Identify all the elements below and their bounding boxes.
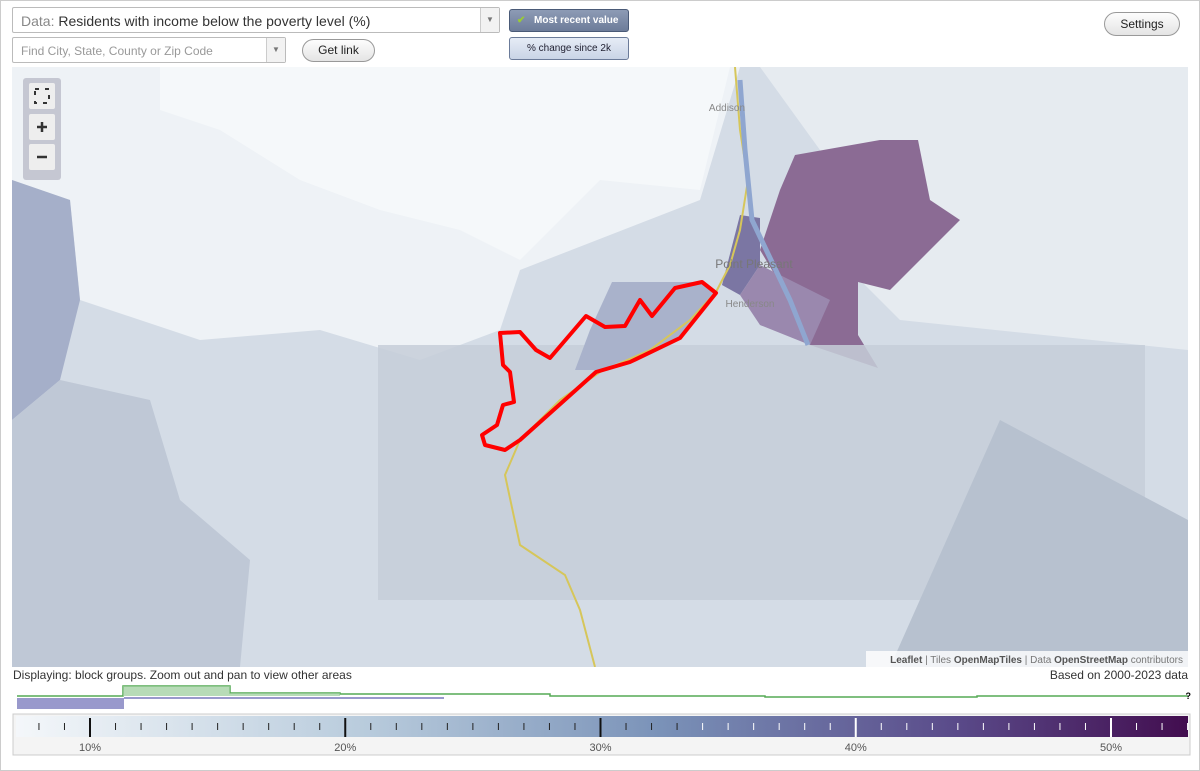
attr-link[interactable]: Leaflet: [890, 655, 923, 666]
histogram-bar: [124, 697, 444, 699]
change-button[interactable]: % change since 2k: [509, 37, 629, 60]
attr-text: | Tiles: [922, 655, 954, 666]
place-label: Addison: [709, 103, 745, 114]
scale-label: 30%: [589, 742, 611, 754]
most-recent-button[interactable]: ✔ Most recent value: [509, 9, 629, 32]
place-label: Henderson: [726, 299, 775, 310]
search-input[interactable]: Find City, State, County or Zip Code ▼: [12, 37, 286, 63]
fullscreen-button[interactable]: [29, 83, 55, 109]
scale-label: 10%: [79, 742, 101, 754]
region: [12, 180, 80, 420]
histogram-bar: [17, 698, 124, 709]
region: [12, 380, 250, 667]
dropdown-arrow: ▼: [480, 8, 499, 32]
region: [575, 282, 716, 370]
status-left: Displaying: block groups. Zoom out and p…: [13, 668, 352, 682]
scale-label: 20%: [334, 742, 356, 754]
data-value: Residents with income below the poverty …: [58, 13, 371, 29]
attr-text: contributors: [1128, 655, 1183, 666]
scale-label: 40%: [845, 742, 867, 754]
attr-link[interactable]: OpenStreetMap: [1054, 655, 1128, 666]
settings-button[interactable]: Settings: [1104, 12, 1180, 36]
most-recent-label: Most recent value: [534, 15, 619, 26]
river: [737, 79, 811, 346]
attr-text: | Data: [1022, 655, 1054, 666]
search-placeholder: Find City, State, County or Zip Code: [21, 44, 213, 58]
selected-area[interactable]: [480, 280, 718, 452]
data-select[interactable]: Data: Residents with income below the po…: [12, 7, 500, 33]
map[interactable]: Addison Point Pleasant Henderson Leaflet…: [12, 67, 1188, 667]
color-scale: [16, 716, 1188, 737]
status-right: Based on 2000-2023 data: [1049, 668, 1188, 682]
road: [503, 67, 750, 667]
region: [740, 265, 830, 345]
attribution: Leaflet | Tiles OpenMapTiles | Data Open…: [890, 655, 1183, 666]
place-label: Point Pleasant: [715, 257, 793, 271]
data-label: Data:: [21, 13, 55, 29]
get-link-button[interactable]: Get link: [302, 39, 375, 62]
attr-link[interactable]: OpenMapTiles: [954, 655, 1023, 666]
check-icon: ✔: [517, 15, 526, 26]
fullscreen-icon: [34, 88, 50, 104]
help[interactable]: ?: [1186, 691, 1192, 701]
attribution-bg: [866, 651, 1188, 667]
region: [160, 67, 730, 260]
plus-icon: [37, 122, 47, 132]
legend: ? 10% 20% 30% 40% 50%: [12, 685, 1192, 756]
dropdown-arrow: ▼: [266, 38, 285, 62]
region: [890, 420, 1188, 667]
scale-label: 50%: [1100, 742, 1122, 754]
histogram-area: [17, 686, 340, 696]
region: [722, 215, 760, 295]
